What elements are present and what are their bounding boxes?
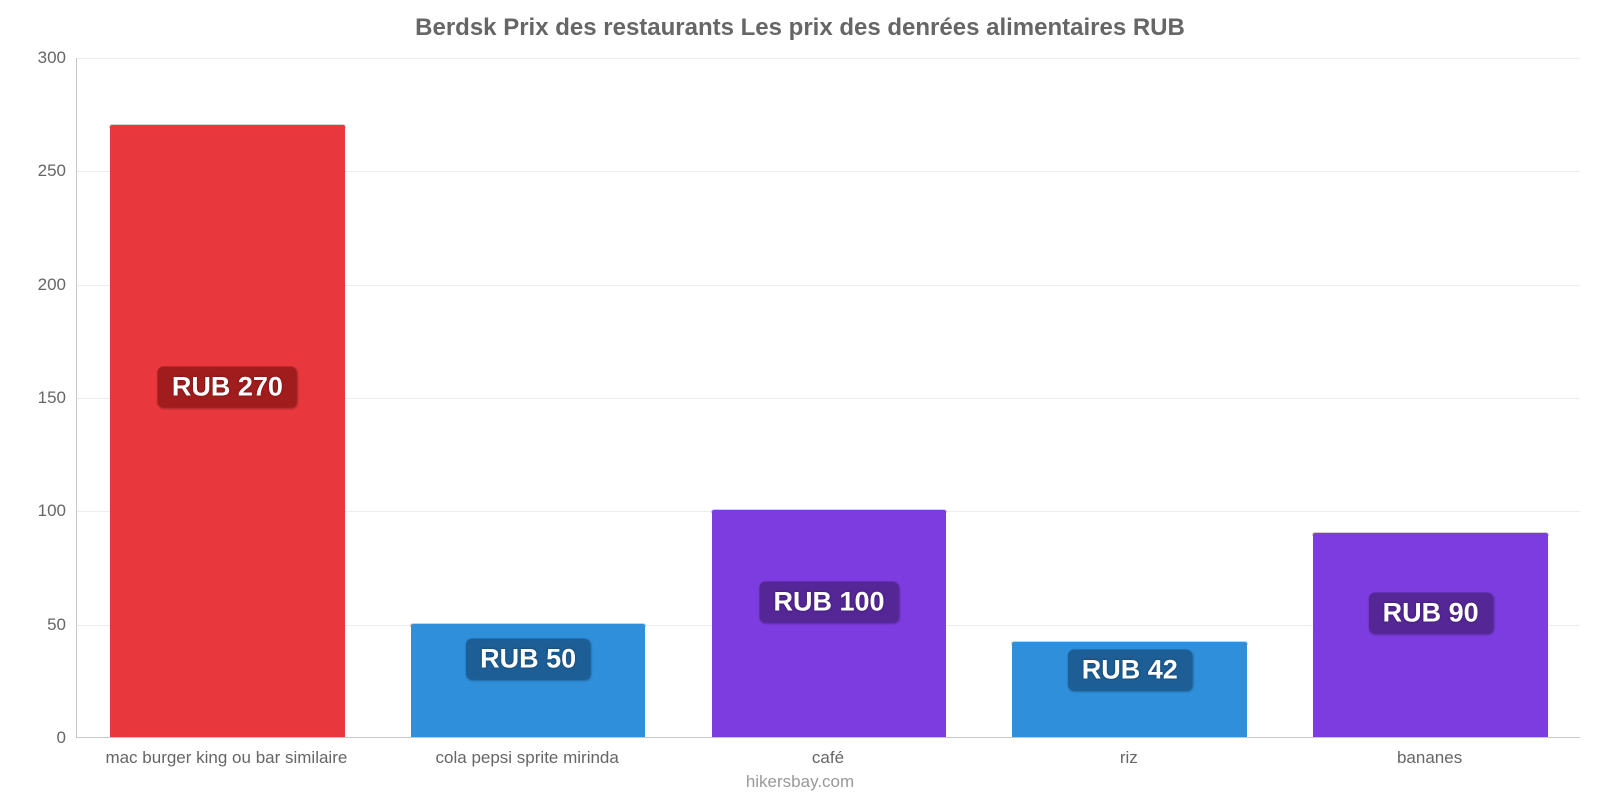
y-tick-label: 300 — [38, 48, 66, 68]
x-tick-label: café — [812, 748, 844, 768]
chart-title: Berdsk Prix des restaurants Les prix des… — [0, 0, 1600, 42]
x-tick-label: riz — [1120, 748, 1138, 768]
bar — [1313, 533, 1548, 737]
plot-area: RUB 270RUB 50RUB 100RUB 42RUB 90 0501001… — [76, 58, 1580, 738]
y-tick-label: 100 — [38, 501, 66, 521]
attribution-text: hikersbay.com — [746, 772, 854, 792]
x-tick-label: bananes — [1397, 748, 1462, 768]
chart-container: { "chart": { "type": "bar", "title": "Be… — [0, 0, 1600, 800]
x-tick-label: mac burger king ou bar similaire — [105, 748, 347, 768]
value-badge: RUB 270 — [158, 366, 297, 407]
y-tick-label: 250 — [38, 161, 66, 181]
value-badge: RUB 100 — [759, 582, 898, 623]
value-badge: RUB 42 — [1068, 650, 1192, 691]
y-tick-label: 0 — [57, 728, 66, 748]
bar — [712, 510, 947, 737]
y-tick-label: 200 — [38, 275, 66, 295]
y-tick-label: 150 — [38, 388, 66, 408]
gridline — [77, 58, 1580, 59]
bar — [110, 125, 345, 737]
plot-inner: RUB 270 RUB 50 RUB 100 RUB 42 RUB 90 — [76, 58, 1580, 738]
x-tick-label: cola pepsi sprite mirinda — [436, 748, 619, 768]
y-tick-label: 50 — [47, 615, 66, 635]
value-badge: RUB 90 — [1369, 593, 1493, 634]
value-badge: RUB 50 — [466, 638, 590, 679]
